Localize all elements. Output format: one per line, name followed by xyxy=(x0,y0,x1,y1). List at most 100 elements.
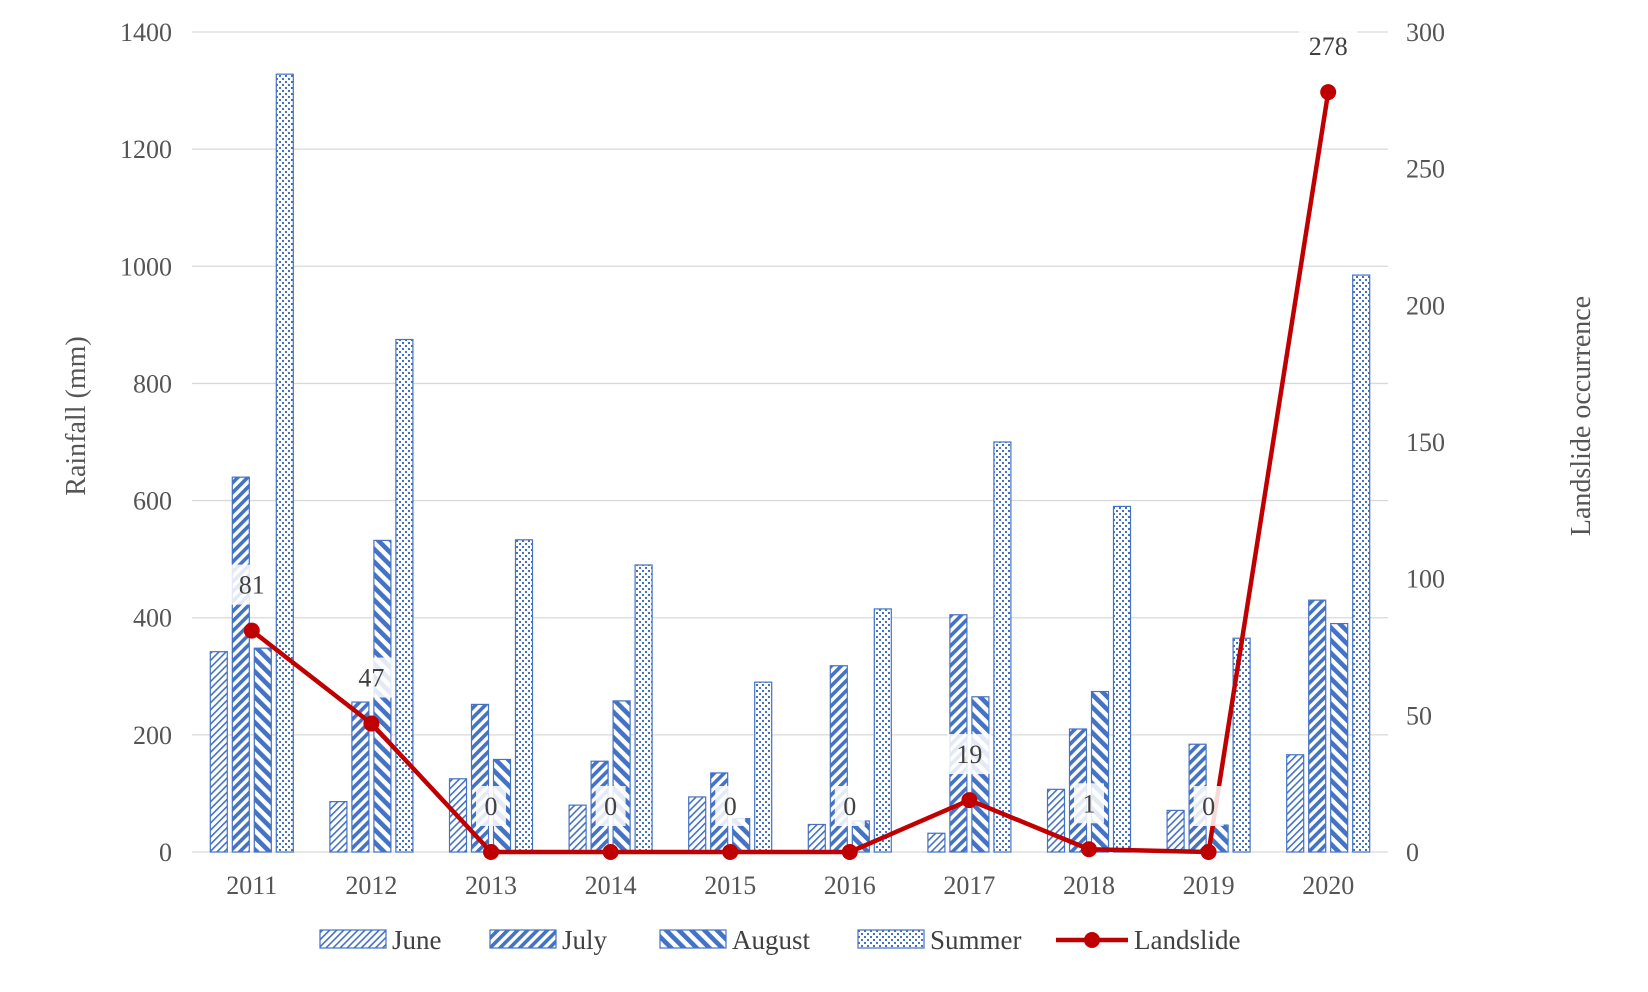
x-tick-label: 2016 xyxy=(824,871,876,900)
y2-tick-label: 300 xyxy=(1406,18,1445,47)
bar-summer-2015 xyxy=(754,681,773,853)
axes: Rainfall (mm) Landslide occurrence 0 200 4… xyxy=(61,18,1597,900)
data-label-box xyxy=(1193,786,1224,826)
landslide-point-2016 xyxy=(841,844,858,860)
legend-label-june: June xyxy=(392,925,442,955)
y-tick-label: 200 xyxy=(133,721,172,750)
bar-summer-2013 xyxy=(514,539,534,853)
bar-june-2017 xyxy=(927,832,946,853)
x-tick-label: 2019 xyxy=(1183,871,1235,900)
legend-swatch-july xyxy=(489,929,557,949)
x-tick-label: 2017 xyxy=(943,871,995,900)
x-tick-label: 2014 xyxy=(585,871,637,900)
legend-swatch-august xyxy=(659,929,727,949)
landslide-point-2020 xyxy=(1320,84,1337,101)
y2-tick-label: 150 xyxy=(1406,428,1445,457)
data-label-box xyxy=(595,786,626,826)
y2-tick-label: 200 xyxy=(1406,291,1445,320)
x-tick-label: 2018 xyxy=(1063,871,1115,900)
x-tick-label: 2011 xyxy=(226,871,277,900)
bar-august-2017 xyxy=(971,696,990,853)
x-tick-label: 2013 xyxy=(465,871,517,900)
landslide-point-2018 xyxy=(1081,841,1097,858)
y2-axis-title: Landslide occurrence xyxy=(1566,296,1597,536)
data-label-box xyxy=(476,786,506,826)
landslide-line xyxy=(250,91,1331,855)
bar-august-2011 xyxy=(253,647,272,853)
data-label: 19 xyxy=(956,740,982,769)
y2-tick-label: 250 xyxy=(1406,155,1445,184)
landslide-point-2012 xyxy=(363,715,380,732)
data-label-box xyxy=(1074,783,1104,824)
data-label-box xyxy=(349,657,394,698)
data-label-box xyxy=(834,786,865,826)
y-tick-label: 0 xyxy=(159,838,172,867)
data-label: 0 xyxy=(604,792,617,821)
landslide-point-2014 xyxy=(602,844,619,860)
data-label-box xyxy=(947,734,992,775)
bar-june-2016 xyxy=(807,823,826,853)
legend-label-summer: Summer xyxy=(930,925,1022,955)
bar-summer-2014 xyxy=(634,564,653,853)
bar-july-2020 xyxy=(1308,599,1327,853)
y2-tick-label: 50 xyxy=(1406,701,1432,730)
legend-swatch-marker xyxy=(1084,932,1100,948)
bar-june-2020 xyxy=(1286,754,1305,853)
bar-summer-2018 xyxy=(1112,505,1132,853)
legend: June July August Summer Landslide xyxy=(319,925,1240,955)
bar-summer-2011 xyxy=(275,73,294,853)
landslide-point-2011 xyxy=(243,622,260,639)
bar-june-2015 xyxy=(688,796,707,853)
x-tick-label: 2015 xyxy=(704,871,756,900)
y2-tick-label: 100 xyxy=(1406,565,1445,594)
bar-july-2017 xyxy=(949,614,968,853)
data-label: 278 xyxy=(1309,32,1348,61)
bar-august-2018 xyxy=(1090,690,1110,853)
y-tick-label: 1000 xyxy=(120,252,172,281)
bar-july-2013 xyxy=(470,703,490,853)
landslide-point-2019 xyxy=(1200,844,1217,860)
data-label-box xyxy=(1299,26,1358,67)
landslide-point-2015 xyxy=(722,844,739,860)
bar-june-2014 xyxy=(568,804,587,853)
y-axis-title: Rainfall (mm) xyxy=(61,336,92,495)
data-label: 0 xyxy=(485,792,498,821)
bar-july-2011 xyxy=(231,476,250,853)
landslide-point-2013 xyxy=(483,844,499,860)
legend-swatch-summer xyxy=(857,929,925,949)
data-label: 81 xyxy=(239,571,265,600)
y-tick-label: 1200 xyxy=(120,135,172,164)
data-labels: 81 47 0 0 0 0 19 1 0 278 xyxy=(229,26,1358,826)
legend-label-landslide: Landslide xyxy=(1134,925,1240,955)
data-label: 0 xyxy=(843,792,856,821)
legend-swatch-june xyxy=(319,929,387,949)
y-tick-label: 800 xyxy=(133,369,172,398)
landslide-series xyxy=(243,84,1337,860)
data-label: 0 xyxy=(1202,792,1215,821)
bar-june-2018 xyxy=(1046,788,1066,853)
bar-june-2019 xyxy=(1166,809,1185,853)
legend-label-august: August xyxy=(732,925,811,955)
legend-label-july: July xyxy=(562,925,608,955)
bar-august-2020 xyxy=(1330,622,1349,853)
bar-june-2012 xyxy=(329,801,348,853)
bar-summer-2020 xyxy=(1352,274,1371,853)
y-tick-label: 1400 xyxy=(120,18,172,47)
data-label: 0 xyxy=(724,792,737,821)
y-tick-label: 600 xyxy=(133,487,172,516)
bar-summer-2017 xyxy=(993,441,1012,853)
bar-summer-2016 xyxy=(873,608,892,853)
x-tick-label: 2012 xyxy=(345,871,397,900)
bar-summer-2012 xyxy=(395,338,414,853)
y-tick-label: 400 xyxy=(133,604,172,633)
data-label-box xyxy=(229,564,274,605)
bar-july-2012 xyxy=(351,701,370,853)
bar-june-2011 xyxy=(209,651,228,853)
x-tick-label: 2020 xyxy=(1302,871,1354,900)
data-label-box xyxy=(715,786,746,826)
bar-august-2014 xyxy=(612,700,631,853)
data-label: 1 xyxy=(1083,789,1096,818)
y2-tick-label: 0 xyxy=(1406,838,1419,867)
